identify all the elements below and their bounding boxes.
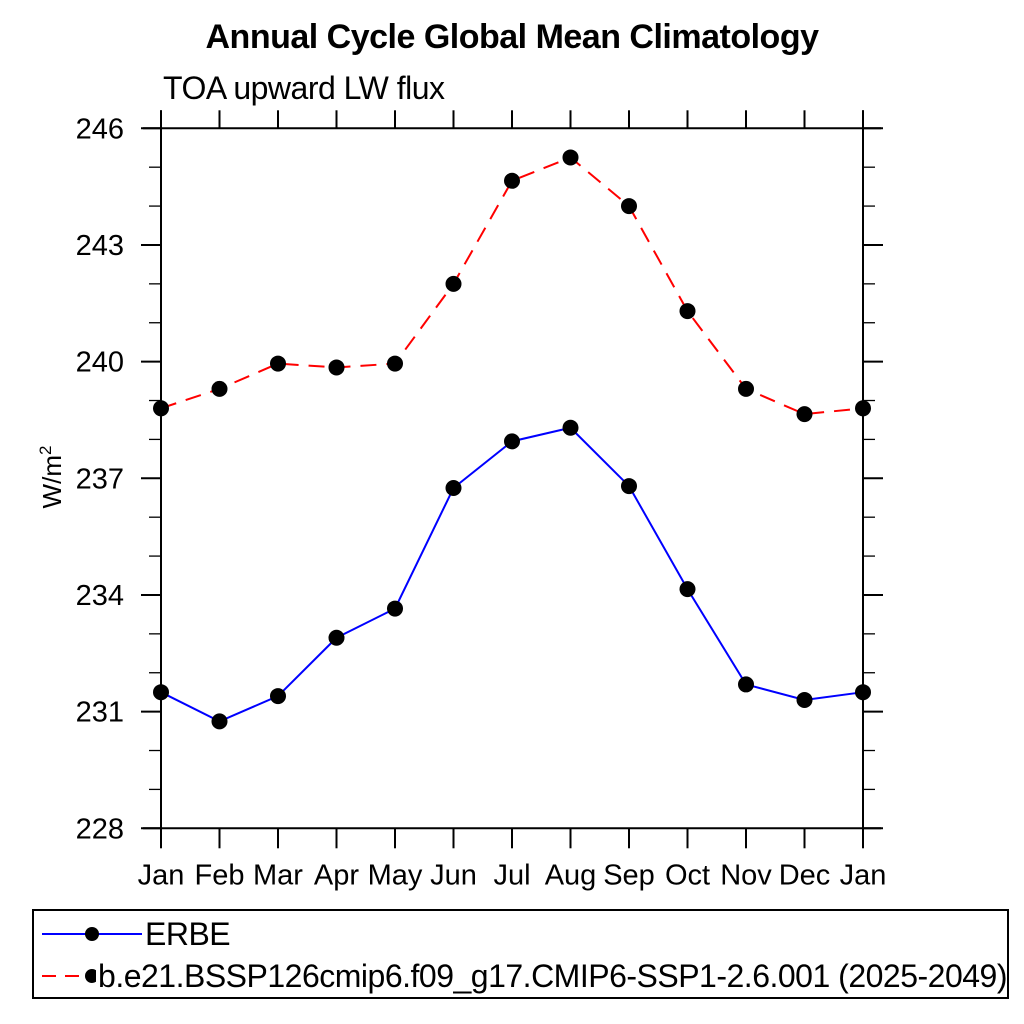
data-point-marker: [738, 380, 754, 397]
data-point-marker: [796, 691, 813, 708]
legend-row: b.e21.BSSP126cmip6.f09_g17.CMIP6-SSP1-2.…: [41, 955, 1007, 997]
data-point-marker: [855, 400, 871, 417]
data-point-marker: [562, 419, 579, 436]
data-point-marker: [153, 400, 169, 417]
data-point-marker: [445, 480, 462, 497]
x-tick-label: Jun: [430, 859, 477, 891]
data-point-marker: [621, 198, 637, 215]
data-point-marker: [679, 581, 696, 598]
data-point-marker: [211, 713, 228, 730]
data-point-marker: [153, 684, 169, 701]
legend-marker: [85, 969, 97, 983]
y-tick-label: 243: [76, 230, 124, 262]
legend-row: ERBE: [41, 913, 1007, 955]
data-point-marker: [270, 355, 286, 372]
x-tick-label: Jul: [493, 859, 530, 891]
x-tick-label: Mar: [253, 859, 303, 891]
data-point-marker: [738, 676, 754, 693]
data-point-marker: [211, 380, 228, 397]
x-tick-label: Apr: [314, 859, 359, 891]
data-point-marker: [445, 275, 462, 292]
data-point-marker: [855, 684, 871, 701]
legend-marker: [85, 927, 99, 941]
x-tick-label: Sep: [603, 859, 655, 891]
y-tick-label: 234: [76, 580, 124, 612]
x-tick-label: Feb: [195, 859, 245, 891]
x-tick-label: Dec: [779, 859, 831, 891]
data-point-marker: [679, 303, 696, 320]
y-tick-label: 240: [76, 347, 124, 379]
data-point-marker: [504, 172, 520, 189]
x-tick-label: May: [368, 859, 423, 891]
plot-area: 228 231 234 237 240 243 246 Jan Feb Mar Apr May Jun J…: [76, 110, 887, 891]
data-point-marker: [504, 433, 520, 450]
legend-swatch: [42, 927, 142, 941]
chart-title: Annual Cycle Global Mean Climatology: [205, 18, 820, 56]
x-tick-label: Jan: [840, 859, 887, 891]
y-tick-label: 231: [76, 697, 124, 729]
y-tick-label: 228: [76, 813, 124, 845]
chart-subtitle: TOA upward LW flux: [163, 70, 445, 106]
legend-box: ERBE b.e21.BSSP126cmip6.f09_g17.CMIP6-SSP…: [32, 909, 1009, 999]
data-point-marker: [328, 629, 345, 646]
y-tick-label: 246: [76, 113, 124, 145]
data-point-marker: [387, 600, 403, 617]
x-tick-label: Jan: [138, 859, 185, 891]
data-point-marker: [562, 149, 579, 166]
x-tick-label: Aug: [545, 859, 597, 891]
legend-swatch: [42, 969, 97, 983]
series-line-model: [160, 156, 864, 416]
x-tick-label: Oct: [665, 859, 710, 891]
data-point-marker: [387, 355, 403, 372]
legend-label: b.e21.BSSP126cmip6.f09_g17.CMIP6-SSP1-2.…: [98, 957, 1007, 994]
series-line-erbe: [160, 426, 864, 723]
legend-label: ERBE: [145, 915, 231, 952]
data-point-marker: [796, 406, 813, 423]
data-point-marker: [621, 478, 637, 495]
y-tick-label: 237: [76, 463, 124, 495]
data-point-marker: [270, 688, 286, 705]
x-tick-label: Nov: [720, 859, 772, 891]
data-point-marker: [328, 359, 345, 376]
